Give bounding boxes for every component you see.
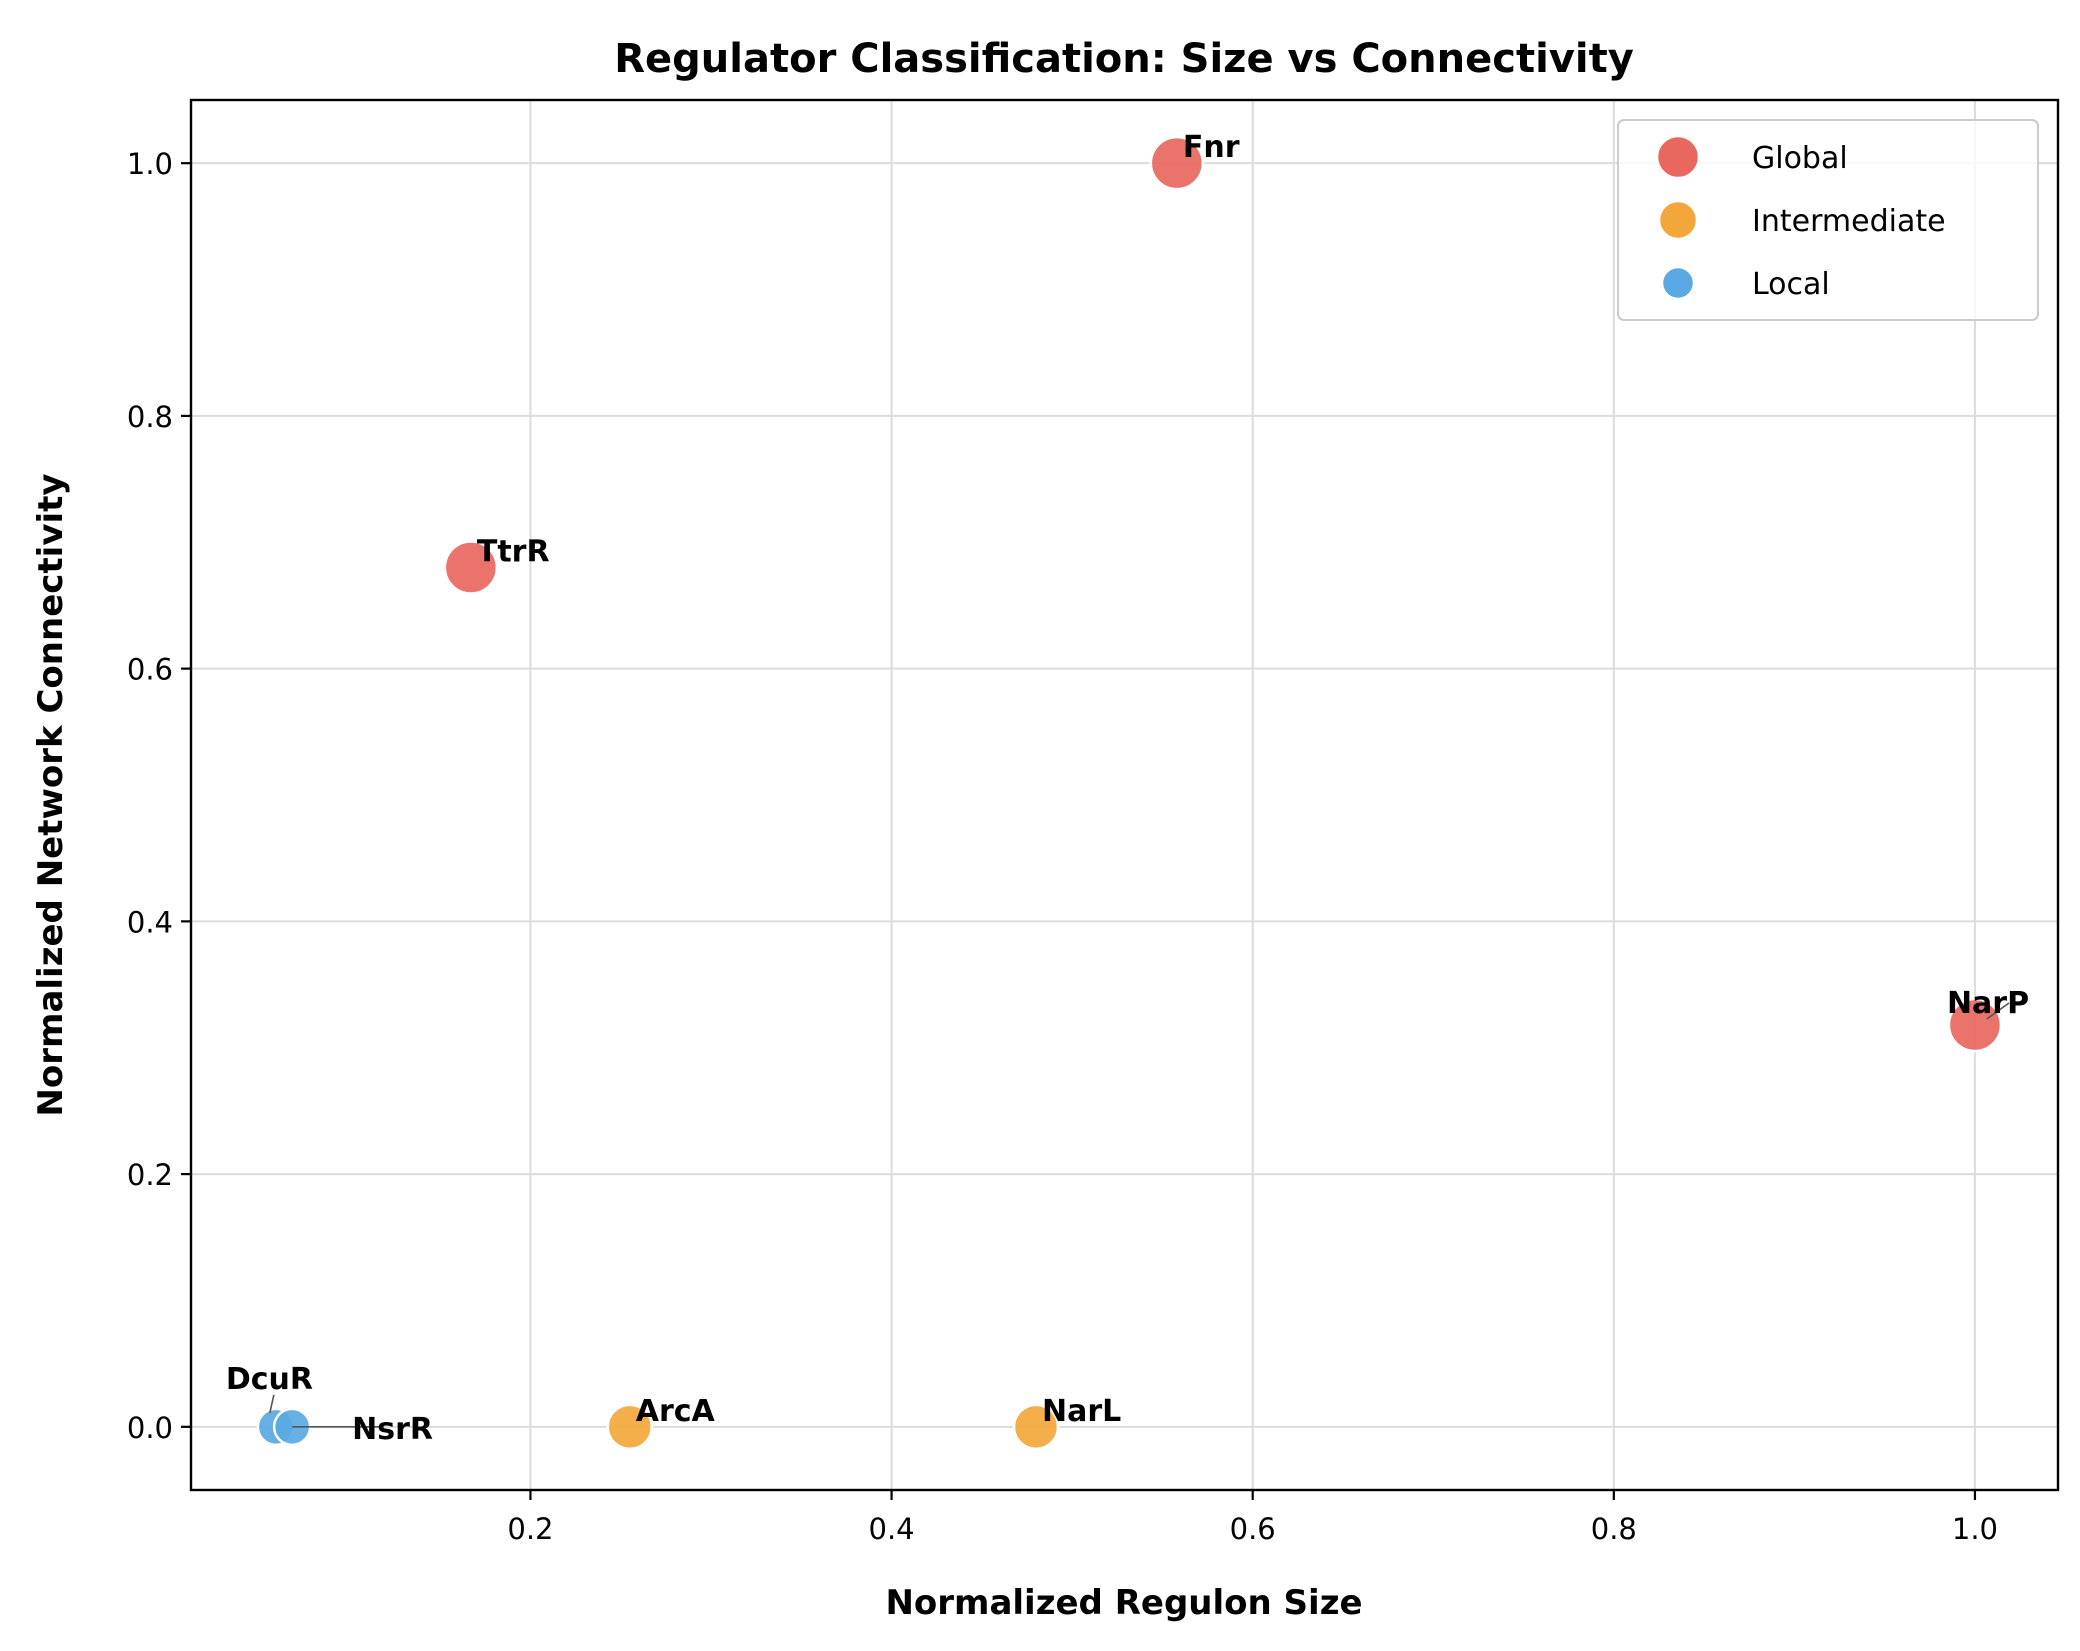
x-tick-label: 0.2 <box>507 1512 553 1546</box>
x-tick-label: 1.0 <box>1952 1512 1998 1546</box>
label-leader-line <box>269 1394 275 1413</box>
data-point-arca <box>606 1403 654 1451</box>
point-label-fnr: Fnr <box>1183 130 1240 165</box>
axis-ticks: 0.2 0.4 0.6 0.8 1.0 0.0 0.2 0.4 0.6 0.8 1.0 <box>127 147 1998 1546</box>
legend-frame <box>1617 119 2039 321</box>
point-label-arca: ArcA <box>636 1394 716 1429</box>
grid <box>191 100 2058 1490</box>
legend: Global Intermediate Local <box>1617 119 2039 321</box>
y-tick-label: 0.2 <box>127 1158 173 1192</box>
y-tick-label: 0.0 <box>127 1411 173 1445</box>
plot-area-frame <box>189 98 2060 1492</box>
y-tick-label: 0.8 <box>127 400 173 434</box>
legend-marker-intermediate <box>1657 199 1699 241</box>
point-label-narl: NarL <box>1042 1394 1121 1429</box>
legend-label-global: Global <box>1752 141 1848 176</box>
data-points <box>256 135 2003 1451</box>
data-point-narl <box>1012 1403 1060 1451</box>
legend-label-intermediate: Intermediate <box>1752 204 1946 239</box>
x-axis-label: Normalized Regulon Size <box>885 1583 1362 1623</box>
y-tick-label: 1.0 <box>127 147 173 181</box>
point-label-ttrr: TtrR <box>477 535 550 570</box>
label-leader-line <box>1986 1002 2010 1020</box>
legend-marker-local <box>1660 265 1696 301</box>
data-point-ttrr <box>443 540 499 595</box>
data-point-narp <box>1947 997 2003 1053</box>
legend-marker-global <box>1655 134 1701 180</box>
x-tick-label: 0.8 <box>1591 1512 1637 1546</box>
legend-label-local: Local <box>1752 267 1830 302</box>
y-tick-label: 0.4 <box>127 905 173 939</box>
y-axis-label: Normalized Network Connectivity <box>31 473 71 1116</box>
y-tick-label: 0.6 <box>127 653 173 687</box>
x-tick-label: 0.6 <box>1230 1512 1276 1546</box>
point-labels: Fnr TtrR NarP ArcA NarL DcuR NsrR <box>226 130 2029 1447</box>
data-point-fnr <box>1149 135 1205 191</box>
point-label-dcur: DcuR <box>226 1362 313 1397</box>
point-label-narp: NarP <box>1947 986 2029 1021</box>
x-tick-label: 0.4 <box>869 1512 915 1546</box>
point-label-nsrr: NsrR <box>352 1412 433 1447</box>
chart-title: Regulator Classification: Size vs Connec… <box>614 36 1634 82</box>
